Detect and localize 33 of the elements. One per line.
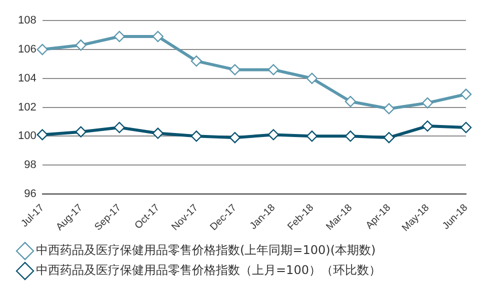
- point: [229, 132, 241, 144]
- point: [75, 126, 86, 138]
- point: [114, 122, 125, 134]
- point: [36, 44, 48, 56]
- y-tick-label: 106: [18, 44, 36, 56]
- point: [36, 129, 48, 140]
- point: [344, 130, 356, 142]
- legend-label: 中西药品及医疗保健用品零售价格指数(上年同期=100)(本期数): [36, 243, 376, 258]
- y-tick-label: 96: [24, 188, 36, 200]
- point: [114, 30, 125, 42]
- point: [190, 55, 202, 67]
- point: [268, 129, 280, 140]
- point: [229, 64, 241, 76]
- point: [422, 97, 434, 109]
- y-tick-label: 98: [24, 159, 36, 172]
- point: [383, 132, 395, 144]
- point: [152, 128, 164, 139]
- point: [460, 88, 472, 100]
- y-tick-label: 104: [18, 72, 36, 84]
- point: [422, 120, 434, 132]
- legend-label: 中西药品及医疗保健用品零售价格指数（上月=100）（环比数）: [36, 263, 381, 278]
- point: [383, 103, 395, 114]
- y-tick-label: 100: [18, 130, 36, 142]
- point: [190, 130, 202, 142]
- y-tick-label: 102: [18, 101, 36, 114]
- point: [306, 72, 318, 84]
- point: [152, 30, 164, 42]
- point: [460, 122, 472, 134]
- point: [75, 40, 86, 51]
- y-tick-label: 108: [18, 14, 36, 27]
- point: [268, 64, 280, 76]
- point: [344, 96, 356, 108]
- point: [306, 130, 318, 142]
